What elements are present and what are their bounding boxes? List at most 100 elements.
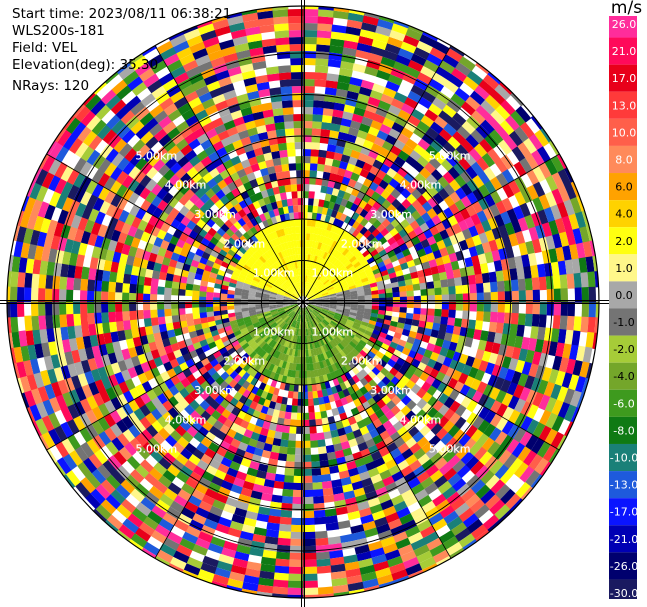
velocity-gate [340, 330, 348, 337]
velocity-gate [302, 391, 309, 400]
velocity-gate [324, 87, 338, 96]
velocity-gate [531, 238, 542, 254]
velocity-gate [325, 444, 335, 454]
velocity-gate [149, 301, 158, 310]
velocity-gate [227, 305, 235, 310]
velocity-gate [274, 121, 286, 131]
velocity-gate [507, 424, 521, 440]
velocity-gate [550, 261, 560, 277]
velocity-gate [336, 324, 344, 331]
velocity-gate [331, 319, 339, 325]
velocity-gate [421, 391, 433, 403]
velocity-gate [335, 289, 343, 294]
velocity-gate [310, 312, 316, 319]
velocity-gate [307, 305, 314, 310]
velocity-gate [331, 329, 339, 336]
velocity-gate [387, 267, 396, 275]
velocity-gate [351, 211, 360, 221]
velocity-gate [557, 329, 567, 345]
velocity-gate [451, 223, 463, 235]
velocity-gate [553, 288, 561, 303]
velocity-gate [397, 317, 406, 324]
velocity-gate [466, 192, 479, 205]
velocity-gate [425, 145, 439, 158]
velocity-gate [372, 210, 383, 220]
velocity-gate [563, 421, 574, 438]
velocity-gate [286, 447, 296, 455]
velocity-gate [336, 81, 350, 91]
velocity-gate [507, 257, 517, 270]
velocity-gate [526, 404, 539, 420]
velocity-gate [442, 449, 456, 463]
velocity-gate [324, 280, 331, 287]
velocity-gate [307, 292, 313, 298]
velocity-gate [305, 289, 309, 297]
velocity-gate [381, 274, 390, 281]
velocity-gate [491, 364, 502, 378]
velocity-gate [361, 318, 370, 324]
velocity-gate [421, 459, 435, 472]
velocity-gate [309, 433, 318, 441]
velocity-gate [339, 67, 353, 78]
velocity-gate [428, 157, 442, 170]
velocity-gate [360, 321, 369, 327]
velocity-gate [316, 44, 331, 53]
velocity-gate [323, 317, 331, 324]
velocity-gate [480, 262, 489, 275]
velocity-gate [280, 86, 293, 95]
velocity-gate [23, 286, 32, 302]
velocity-gate [413, 78, 430, 91]
velocity-gate [530, 326, 539, 340]
velocity-gate [345, 334, 354, 342]
velocity-gate [322, 306, 330, 310]
velocity-gate [352, 143, 364, 153]
velocity-gate [568, 344, 579, 361]
velocity-gate [295, 233, 300, 241]
velocity-gate [335, 310, 343, 315]
velocity-gate [433, 232, 443, 243]
velocity-gate [355, 232, 364, 241]
velocity-gate [442, 356, 453, 368]
velocity-gate [509, 268, 518, 281]
velocity-gate [466, 399, 478, 413]
velocity-gate [561, 215, 573, 233]
velocity-gate [417, 138, 431, 151]
velocity-gate [340, 373, 348, 383]
velocity-gate [478, 451, 493, 466]
velocity-gate [377, 214, 387, 224]
velocity-gate [491, 227, 502, 241]
velocity-gate [464, 216, 475, 229]
velocity-gate [495, 172, 509, 188]
velocity-gate [355, 316, 363, 322]
velocity-gate [416, 120, 431, 134]
velocity-gate [458, 219, 469, 232]
velocity-gate [281, 100, 294, 109]
velocity-gate [384, 350, 394, 359]
colorbar-tick-label: 26.0 [612, 18, 637, 31]
velocity-gate [501, 420, 515, 436]
velocity-gate [376, 69, 391, 81]
velocity-gate [339, 246, 347, 254]
velocity-gate [551, 415, 565, 433]
velocity-gate [336, 307, 344, 311]
ppi-velocity-plot: 1.00km1.00km1.00km1.00km2.00km2.00km2.00… [0, 0, 610, 607]
velocity-gate [352, 273, 360, 280]
velocity-gate [323, 200, 331, 209]
velocity-gate [443, 332, 453, 342]
velocity-gate [382, 140, 394, 152]
velocity-gate [508, 180, 521, 195]
velocity-gate [334, 287, 342, 292]
velocity-gate [470, 429, 484, 443]
velocity-gate [323, 260, 330, 268]
velocity-gate [541, 222, 553, 238]
velocity-gate [426, 174, 438, 186]
velocity-gate [303, 71, 316, 80]
velocity-gate [441, 486, 457, 500]
velocity-gate [329, 296, 337, 300]
velocity-gate [564, 259, 574, 275]
velocity-gate [397, 280, 406, 288]
velocity-gate [405, 183, 417, 195]
velocity-gate [516, 267, 525, 280]
velocity-gate [344, 33, 361, 43]
velocity-gate [360, 79, 375, 91]
